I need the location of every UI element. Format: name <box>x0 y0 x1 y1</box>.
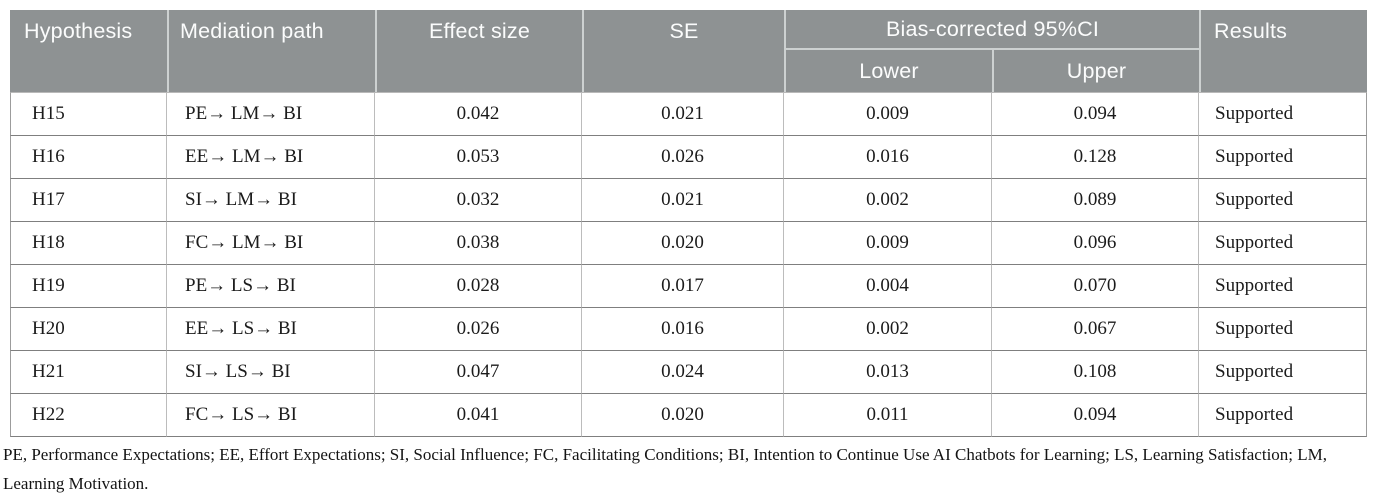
cell-hypothesis: H22 <box>10 394 167 437</box>
cell-mediation-path: EE→ LS→ BI <box>167 308 375 351</box>
cell-hypothesis: H20 <box>10 308 167 351</box>
cell-ci-upper: 0.096 <box>992 222 1199 265</box>
cell-hypothesis: H21 <box>10 351 167 394</box>
table-row: H18 FC→ LM→ BI 0.038 0.020 0.009 0.096 Support… <box>10 222 1367 265</box>
cell-ci-upper: 0.094 <box>992 394 1199 437</box>
cell-effect-size: 0.038 <box>375 222 582 265</box>
cell-mediation-path: EE→ LM→ BI <box>167 136 375 179</box>
table-body: H15 PE→ LM→ BI 0.042 0.021 0.009 0.094 Support… <box>10 92 1367 437</box>
cell-ci-lower: 0.002 <box>784 179 992 222</box>
col-header-effect-size: Effect size <box>375 10 582 92</box>
cell-se: 0.016 <box>582 308 784 351</box>
cell-ci-lower: 0.013 <box>784 351 992 394</box>
cell-result: Supported <box>1199 394 1367 437</box>
cell-effect-size: 0.041 <box>375 394 582 437</box>
cell-ci-lower: 0.002 <box>784 308 992 351</box>
header-row-main: Hypothesis Mediation path Effect size SE… <box>10 10 1367 92</box>
cell-result: Supported <box>1199 308 1367 351</box>
table-row: H21 SI→ LS→ BI 0.047 0.024 0.013 0.108 Support… <box>10 351 1367 394</box>
cell-hypothesis: H16 <box>10 136 167 179</box>
cell-ci-lower: 0.009 <box>784 222 992 265</box>
col-header-mediation-path: Mediation path <box>167 10 375 92</box>
cell-result: Supported <box>1199 222 1367 265</box>
cell-result: Supported <box>1199 265 1367 308</box>
col-header-se: SE <box>582 10 784 92</box>
table-row: H17 SI→ LM→ BI 0.032 0.021 0.002 0.089 Support… <box>10 179 1367 222</box>
cell-ci-upper: 0.089 <box>992 179 1199 222</box>
cell-hypothesis: H18 <box>10 222 167 265</box>
table-row: H19 PE→ LS→ BI 0.028 0.017 0.004 0.070 Support… <box>10 265 1367 308</box>
cell-hypothesis: H17 <box>10 179 167 222</box>
cell-effect-size: 0.047 <box>375 351 582 394</box>
cell-result: Supported <box>1199 92 1367 136</box>
cell-se: 0.024 <box>582 351 784 394</box>
table-row: H20 EE→ LS→ BI 0.026 0.016 0.002 0.067 Support… <box>10 308 1367 351</box>
cell-ci-upper: 0.128 <box>992 136 1199 179</box>
cell-ci-upper: 0.067 <box>992 308 1199 351</box>
cell-se: 0.020 <box>582 222 784 265</box>
cell-se: 0.021 <box>582 92 784 136</box>
header-row-sub: Lower Upper <box>10 50 1367 92</box>
cell-effect-size: 0.053 <box>375 136 582 179</box>
cell-ci-upper: 0.108 <box>992 351 1199 394</box>
cell-hypothesis: H19 <box>10 265 167 308</box>
cell-mediation-path: SI→ LM→ BI <box>167 179 375 222</box>
cell-se: 0.017 <box>582 265 784 308</box>
col-header-results: Results <box>1199 10 1367 92</box>
cell-mediation-path: SI→ LS→ BI <box>167 351 375 394</box>
cell-ci-lower: 0.016 <box>784 136 992 179</box>
cell-effect-size: 0.026 <box>375 308 582 351</box>
col-header-ci-upper: Upper <box>992 50 1199 92</box>
table-header: Hypothesis Mediation path Effect size SE… <box>10 10 1367 92</box>
col-header-bias-corrected-ci: Bias-corrected 95%CI <box>784 10 1199 50</box>
mediation-effects-table: Hypothesis Mediation path Effect size SE… <box>10 10 1367 437</box>
table-row: H16 EE→ LM→ BI 0.053 0.026 0.016 0.128 Support… <box>10 136 1367 179</box>
col-header-hypothesis: Hypothesis <box>10 10 167 92</box>
cell-mediation-path: FC→ LM→ BI <box>167 222 375 265</box>
table-footnote: PE, Performance Expectations; EE, Effort… <box>3 445 1328 493</box>
cell-ci-upper: 0.070 <box>992 265 1199 308</box>
cell-mediation-path: PE→ LM→ BI <box>167 92 375 136</box>
table-row: H22 FC→ LS→ BI 0.041 0.020 0.011 0.094 Support… <box>10 394 1367 437</box>
cell-se: 0.026 <box>582 136 784 179</box>
cell-se: 0.021 <box>582 179 784 222</box>
cell-hypothesis: H15 <box>10 92 167 136</box>
cell-ci-lower: 0.009 <box>784 92 992 136</box>
table-row: H15 PE→ LM→ BI 0.042 0.021 0.009 0.094 Support… <box>10 92 1367 136</box>
cell-result: Supported <box>1199 351 1367 394</box>
cell-ci-lower: 0.011 <box>784 394 992 437</box>
cell-effect-size: 0.032 <box>375 179 582 222</box>
cell-effect-size: 0.028 <box>375 265 582 308</box>
cell-mediation-path: PE→ LS→ BI <box>167 265 375 308</box>
cell-result: Supported <box>1199 136 1367 179</box>
cell-mediation-path: FC→ LS→ BI <box>167 394 375 437</box>
cell-ci-upper: 0.094 <box>992 92 1199 136</box>
cell-ci-lower: 0.004 <box>784 265 992 308</box>
cell-result: Supported <box>1199 179 1367 222</box>
cell-effect-size: 0.042 <box>375 92 582 136</box>
col-header-ci-lower: Lower <box>784 50 992 92</box>
cell-se: 0.020 <box>582 394 784 437</box>
